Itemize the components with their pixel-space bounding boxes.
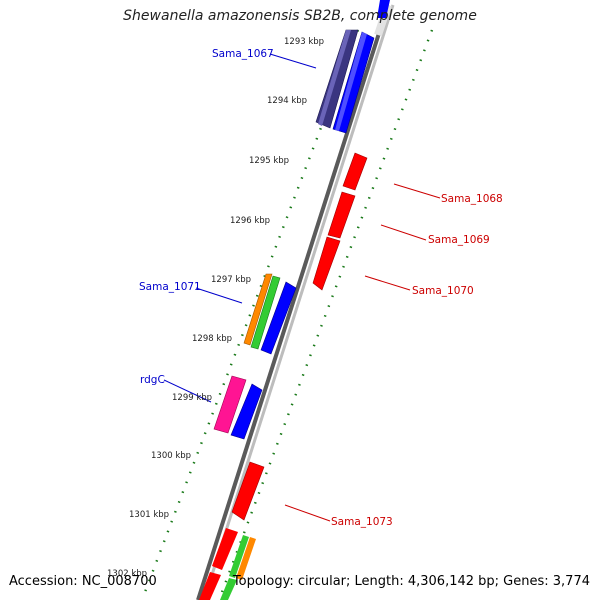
ruler-tick-label: 1301 kbp: [129, 510, 169, 520]
gene-sama-1067-highlight: [318, 30, 351, 126]
gene-label-forward[interactable]: rdgC: [140, 374, 165, 386]
gene-rdgc-pink-arrow[interactable]: [213, 375, 247, 434]
map-title: Shewanella amazonensis SB2B, complete ge…: [123, 8, 477, 24]
backbone-inner-line: [202, 4, 395, 600]
gene-sama-1070-arrow[interactable]: [312, 236, 341, 291]
gene-blue-top-arrow[interactable]: [377, 0, 390, 18]
gene-sama-1071-blue-arrow[interactable]: [260, 281, 297, 355]
ruler-tick-label: 1300 kbp: [151, 451, 191, 461]
ruler-tick-label: 1298 kbp: [192, 334, 232, 344]
gene-bottom-red-arrow-2[interactable]: [199, 572, 221, 600]
genome-summary: Topology: circular; Length: 4,306,142 bp…: [232, 574, 590, 589]
leader-rdgc: [163, 379, 212, 403]
leader-sama-1073: [284, 504, 331, 522]
leader-sama-1070: [364, 275, 411, 291]
gene-bottom-green-arrow[interactable]: [229, 535, 249, 578]
gene-label-reverse[interactable]: Sama_1069: [428, 234, 490, 246]
ruler-tick-label: 1293 kbp: [284, 37, 324, 47]
gene-bottom-red-arrow-1[interactable]: [212, 528, 238, 570]
gene-label-reverse[interactable]: Sama_1073: [331, 516, 393, 528]
gene-sama-1071-green-arrow[interactable]: [250, 275, 281, 350]
ruler-tick-label: 1295 kbp: [249, 156, 289, 166]
ruler-tick-label: 1302 kbp: [107, 569, 147, 579]
backbone-outer-line: [196, 4, 390, 600]
gene-sama-1071-orange-arrow[interactable]: [243, 273, 273, 346]
gene-bottom-green-arrow-2[interactable]: [220, 578, 237, 600]
leader-sama-1069: [380, 224, 427, 241]
gene-blue-highlight-1: [335, 32, 367, 131]
gene-arrows: [199, 0, 390, 600]
gene-label-reverse[interactable]: Sama_1070: [412, 285, 474, 297]
ruler-tick-label: 1294 kbp: [267, 96, 307, 106]
gene-rdgc-blue-arrow[interactable]: [230, 383, 263, 440]
leader-sama-1067: [269, 53, 317, 69]
gene-label-reverse[interactable]: Sama_1068: [441, 193, 503, 205]
ruler-tick-label: 1296 kbp: [230, 216, 270, 226]
gene-labels: Sama_1067 Sama_1068 Sama_1069 Sama_1070 …: [139, 48, 503, 528]
leader-sama-1068: [393, 183, 441, 199]
gene-sama-1069-arrow[interactable]: [327, 191, 356, 239]
ruler-labels: 1293 kbp 1294 kbp 1295 kbp 1296 kbp 1297…: [107, 37, 324, 579]
ruler-tick-label: 1299 kbp: [172, 393, 212, 403]
ruler-tick-label: 1297 kbp: [211, 275, 251, 285]
label-leaders: [163, 53, 441, 522]
accession-label: Accession: NC_008700: [9, 574, 157, 589]
gene-sama-1068-arrow[interactable]: [342, 152, 368, 191]
gene-sama-1073-arrow[interactable]: [231, 461, 265, 521]
gene-bottom-orange-arrow[interactable]: [236, 537, 256, 580]
leader-sama-1071: [195, 287, 243, 304]
gene-label-forward[interactable]: Sama_1071: [139, 281, 201, 293]
gene-label-forward[interactable]: Sama_1067: [212, 48, 274, 60]
